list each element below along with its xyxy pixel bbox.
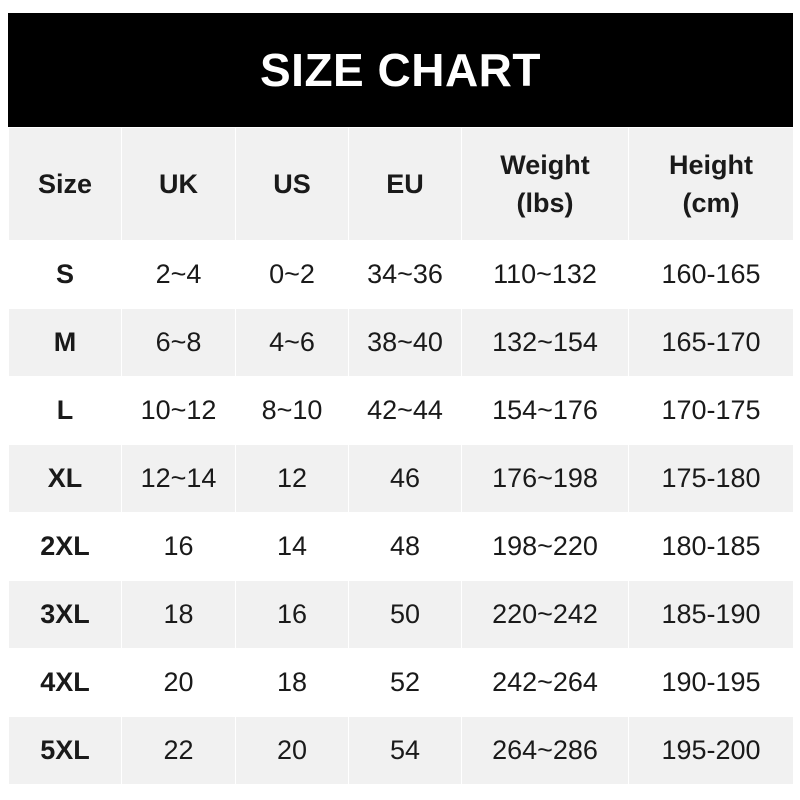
cell-size: 4XL bbox=[8, 648, 122, 717]
table-row: 5XL 22 20 54 264~286 195-200 bbox=[8, 716, 794, 785]
column-header-label: Size bbox=[37, 169, 93, 199]
cell-us: 0~2 bbox=[235, 240, 349, 309]
cell-weight: 242~264 bbox=[461, 648, 629, 717]
cell-size: XL bbox=[8, 444, 122, 513]
cell-weight: 264~286 bbox=[461, 716, 629, 785]
cell-us: 12 bbox=[235, 444, 349, 513]
cell-eu: 46 bbox=[348, 444, 462, 513]
cell-us: 16 bbox=[235, 580, 349, 649]
cell-uk: 22 bbox=[121, 716, 236, 785]
header-row: Size UK US EU Weight (lbs) Height (cm) bbox=[8, 127, 794, 241]
table-row: XL 12~14 12 46 176~198 175-180 bbox=[8, 444, 794, 513]
column-header-eu: EU bbox=[348, 127, 462, 241]
table-body: S 2~4 0~2 34~36 110~132 160-165 M 6~8 4~6 38~40 13… bbox=[8, 240, 794, 785]
cell-height: 185-190 bbox=[628, 580, 794, 649]
cell-eu: 38~40 bbox=[348, 308, 462, 377]
cell-size: M bbox=[8, 308, 122, 377]
column-header-height: Height (cm) bbox=[628, 127, 794, 241]
cell-weight: 220~242 bbox=[461, 580, 629, 649]
cell-us: 18 bbox=[235, 648, 349, 717]
column-header-us: US bbox=[235, 127, 349, 241]
cell-size: S bbox=[8, 240, 122, 309]
cell-weight: 176~198 bbox=[461, 444, 629, 513]
column-header-uk: UK bbox=[121, 127, 236, 241]
cell-us: 8~10 bbox=[235, 376, 349, 445]
cell-uk: 12~14 bbox=[121, 444, 236, 513]
cell-size: 5XL bbox=[8, 716, 122, 785]
cell-height: 195-200 bbox=[628, 716, 794, 785]
cell-height: 175-180 bbox=[628, 444, 794, 513]
cell-weight: 110~132 bbox=[461, 240, 629, 309]
column-header-weight: Weight (lbs) bbox=[461, 127, 629, 241]
table-row: S 2~4 0~2 34~36 110~132 160-165 bbox=[8, 240, 794, 309]
column-header-unit: (lbs) bbox=[516, 188, 574, 218]
column-header-unit: (cm) bbox=[682, 188, 740, 218]
cell-height: 170-175 bbox=[628, 376, 794, 445]
cell-uk: 16 bbox=[121, 512, 236, 581]
column-header-label: EU bbox=[386, 169, 424, 199]
column-header-size: Size bbox=[8, 127, 122, 241]
cell-weight: 154~176 bbox=[461, 376, 629, 445]
cell-height: 160-165 bbox=[628, 240, 794, 309]
table-row: M 6~8 4~6 38~40 132~154 165-170 bbox=[8, 308, 794, 377]
cell-size: L bbox=[8, 376, 122, 445]
cell-eu: 48 bbox=[348, 512, 462, 581]
column-header-label: Weight bbox=[500, 150, 590, 180]
cell-eu: 42~44 bbox=[348, 376, 462, 445]
cell-us: 20 bbox=[235, 716, 349, 785]
cell-size: 3XL bbox=[8, 580, 122, 649]
table-row: L 10~12 8~10 42~44 154~176 170-175 bbox=[8, 376, 794, 445]
cell-eu: 34~36 bbox=[348, 240, 462, 309]
cell-us: 14 bbox=[235, 512, 349, 581]
cell-height: 165-170 bbox=[628, 308, 794, 377]
table-row: 3XL 18 16 50 220~242 185-190 bbox=[8, 580, 794, 649]
size-chart-title: SIZE CHART bbox=[8, 13, 793, 127]
column-header-label: UK bbox=[159, 169, 198, 199]
cell-weight: 198~220 bbox=[461, 512, 629, 581]
table-row: 2XL 16 14 48 198~220 180-185 bbox=[8, 512, 794, 581]
cell-uk: 6~8 bbox=[121, 308, 236, 377]
cell-uk: 2~4 bbox=[121, 240, 236, 309]
cell-height: 180-185 bbox=[628, 512, 794, 581]
cell-eu: 54 bbox=[348, 716, 462, 785]
cell-eu: 52 bbox=[348, 648, 462, 717]
cell-us: 4~6 bbox=[235, 308, 349, 377]
cell-uk: 10~12 bbox=[121, 376, 236, 445]
table-row: 4XL 20 18 52 242~264 190-195 bbox=[8, 648, 794, 717]
cell-uk: 20 bbox=[121, 648, 236, 717]
cell-size: 2XL bbox=[8, 512, 122, 581]
cell-eu: 50 bbox=[348, 580, 462, 649]
size-chart-table: Size UK US EU Weight (lbs) Height (cm) S 2~4 0~2 3… bbox=[8, 127, 794, 785]
cell-uk: 18 bbox=[121, 580, 236, 649]
column-header-label: Height bbox=[669, 150, 753, 180]
cell-height: 190-195 bbox=[628, 648, 794, 717]
cell-weight: 132~154 bbox=[461, 308, 629, 377]
column-header-label: US bbox=[273, 169, 311, 199]
